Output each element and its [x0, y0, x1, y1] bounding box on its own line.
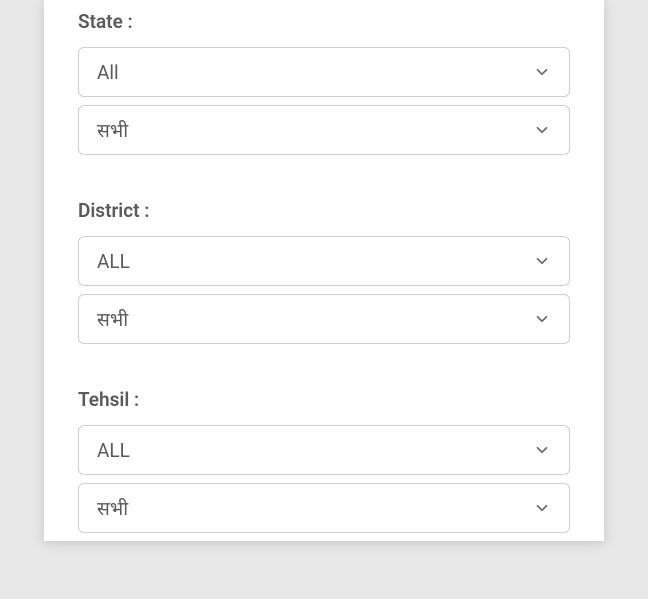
state-select-hindi-value: सभी: [97, 117, 533, 143]
tehsil-select-english[interactable]: ALL: [78, 425, 570, 475]
form-card: State : All सभी District : ALL सभी: [44, 0, 604, 541]
district-select-english-value: ALL: [97, 250, 533, 273]
tehsil-select-hindi-value: सभी: [97, 495, 533, 521]
tehsil-select-english-value: ALL: [97, 439, 533, 462]
chevron-down-icon: [533, 63, 551, 81]
tehsil-select-hindi[interactable]: सभी: [78, 483, 570, 533]
state-select-hindi[interactable]: सभी: [78, 105, 570, 155]
district-select-english[interactable]: ALL: [78, 236, 570, 286]
district-select-hindi-value: सभी: [97, 306, 533, 332]
tehsil-label: Tehsil :: [78, 388, 570, 411]
district-label: District :: [78, 199, 570, 222]
form-group-district: District : ALL सभी: [78, 199, 570, 344]
state-label: State :: [78, 10, 570, 33]
district-select-hindi[interactable]: सभी: [78, 294, 570, 344]
state-select-english[interactable]: All: [78, 47, 570, 97]
state-select-english-value: All: [97, 61, 533, 84]
chevron-down-icon: [533, 441, 551, 459]
chevron-down-icon: [533, 252, 551, 270]
form-group-state: State : All सभी: [78, 10, 570, 155]
chevron-down-icon: [533, 121, 551, 139]
chevron-down-icon: [533, 310, 551, 328]
form-group-tehsil: Tehsil : ALL सभी: [78, 388, 570, 533]
chevron-down-icon: [533, 499, 551, 517]
